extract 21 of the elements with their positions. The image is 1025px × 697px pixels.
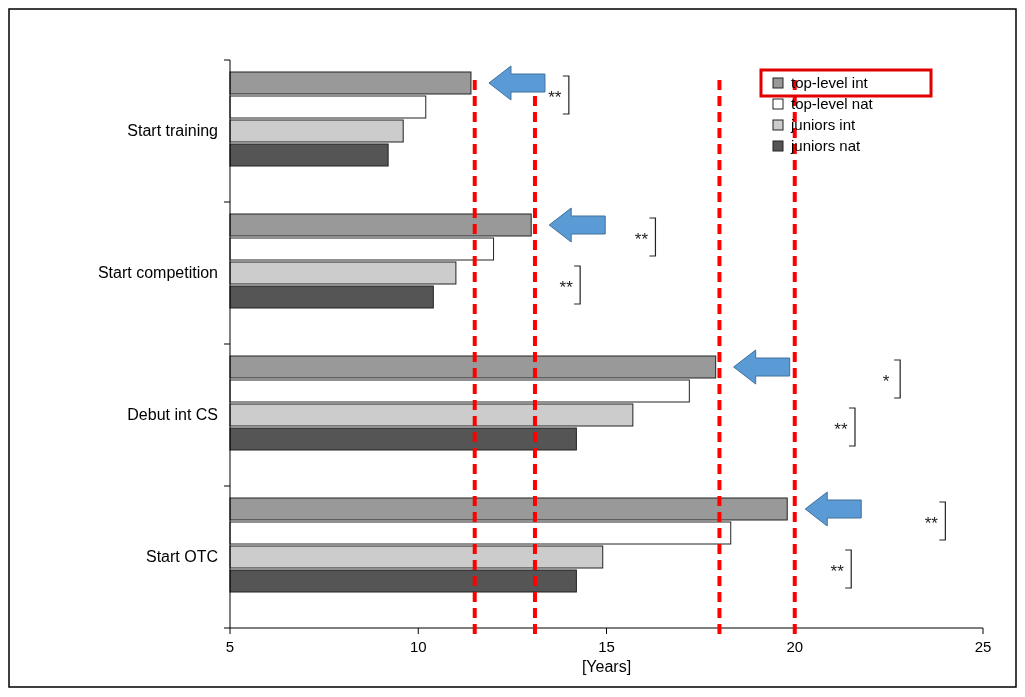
annotation: ** [830, 562, 845, 581]
x-tick-label: 15 [598, 638, 615, 655]
x-axis-title: [Years] [581, 658, 632, 675]
annotation: * [882, 372, 890, 391]
legend-label: juniors int [790, 116, 857, 133]
x-tick-label: 10 [409, 638, 427, 655]
x-tick-label: 25 [974, 638, 992, 655]
legend-label: juniors nat [790, 137, 862, 154]
annotation: ** [834, 420, 848, 439]
y-tick-label: Start OTC [145, 548, 218, 565]
annotation: ** [548, 88, 562, 107]
annotation: ** [924, 514, 939, 533]
annotation: ** [559, 278, 574, 297]
y-tick-label: Start competition [97, 264, 218, 281]
y-tick-label: Start training [127, 122, 218, 139]
legend-label: top-level int [791, 74, 869, 91]
legend-label: top-level nat [791, 95, 874, 112]
x-tick-label: 5 [225, 638, 235, 655]
x-tick-label: 20 [786, 638, 804, 655]
y-tick-label: Debut int CS [127, 406, 218, 423]
annotation: ** [634, 230, 649, 249]
